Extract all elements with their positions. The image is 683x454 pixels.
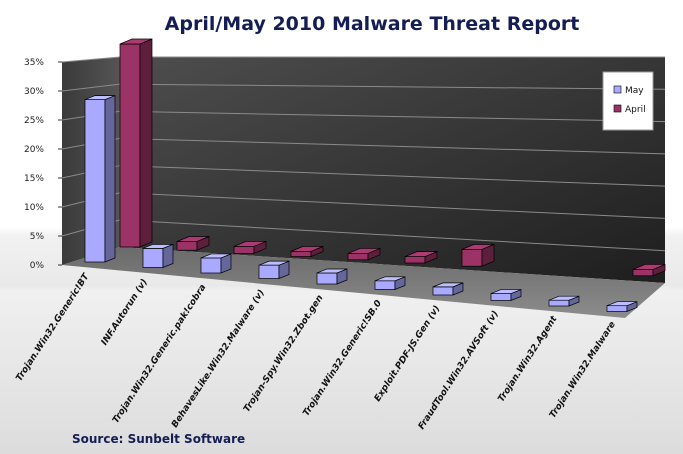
bar-may [432, 282, 464, 296]
bar-may [374, 276, 406, 291]
bar-top-face [142, 244, 174, 249]
y-tick-label: 0% [30, 261, 45, 271]
y-tick-label: 20% [24, 145, 44, 155]
bar-front-face [176, 241, 198, 251]
bar-top-face [290, 246, 324, 252]
bar-front-face [258, 264, 280, 279]
category-label: Exploit.PDF-JS.Gen (v) [373, 304, 443, 404]
bar-april [233, 240, 267, 254]
y-tick-label: 30% [24, 87, 44, 97]
y-tick-label: 10% [24, 203, 44, 213]
bar-top-face [347, 248, 381, 254]
bar-april [632, 263, 666, 277]
bar-front-face [548, 299, 570, 307]
y-tick-label: 5% [30, 232, 45, 242]
legend-label-april: April [625, 105, 646, 115]
bar-top-face [490, 289, 522, 294]
y-tick-label: 35% [24, 58, 44, 68]
bar-front-face [606, 305, 628, 312]
y-tick-label: 25% [24, 116, 44, 126]
bar-front-face [374, 280, 396, 290]
bar-april [176, 235, 210, 251]
bar-top-face [404, 251, 438, 257]
bar-front-face [404, 256, 426, 264]
bar-front-face [490, 293, 512, 301]
bar-top-face [84, 95, 116, 100]
bar-may [606, 301, 638, 313]
bar-may [142, 243, 174, 269]
chart-title: April/May 2010 Malware Threat Report [165, 13, 580, 35]
bar-april [119, 38, 153, 248]
bar-april [290, 245, 324, 258]
bar-may [490, 289, 522, 302]
bar-top-face [374, 276, 406, 282]
bar-may [200, 253, 232, 274]
bar-top-face [316, 268, 348, 274]
source-note: Source: Sunbelt Software [72, 432, 245, 446]
bar-top-face [461, 244, 495, 250]
bar-front-face [119, 43, 141, 248]
plot-back-wall [120, 57, 665, 283]
bar-top-face [176, 236, 210, 242]
category-label: INF.Autorun (v) [100, 277, 150, 347]
bar-top-face [233, 241, 267, 247]
category-label: Trojan.Win32.Agent [496, 314, 559, 404]
bar-april [347, 247, 381, 261]
bar-front-face [84, 99, 106, 263]
legend-swatch-april [613, 104, 622, 113]
bar-top-face [432, 282, 464, 288]
legend-label-may: May [625, 86, 644, 96]
bar-april [461, 243, 495, 267]
bar-april [404, 251, 438, 264]
bar-front-face [632, 269, 654, 277]
bar-may [258, 260, 290, 280]
bars [84, 38, 666, 313]
legend-swatch-may [613, 85, 622, 94]
bar-top-face [200, 253, 232, 259]
bar-top-face [606, 301, 638, 307]
bar-front-face [461, 249, 483, 267]
bar-front-face [290, 251, 312, 257]
bar-side-face [104, 95, 116, 263]
bar-top-face [258, 260, 290, 266]
bar-top-face [632, 264, 666, 270]
category-label: Trojan.Win32.Generic!BT [14, 271, 92, 383]
bar-may [316, 268, 348, 285]
y-tick-label: 15% [24, 174, 44, 184]
category-label: Trojan.Win32.Malware [548, 320, 618, 420]
bar-front-face [432, 286, 454, 296]
bar-side-face [139, 38, 153, 248]
bar-top-face [548, 295, 580, 301]
legend: May April [602, 71, 654, 131]
bar-front-face [347, 253, 369, 261]
bar-top-face [119, 38, 153, 45]
bar-may [84, 95, 116, 263]
bar-front-face [316, 272, 338, 285]
bar-front-face [142, 248, 164, 268]
bar-may [548, 295, 580, 307]
y-axis-ticks: 0% 5% 10% 15% 20% 25% 30% 35% [24, 58, 62, 271]
bar-front-face [200, 257, 222, 274]
bar-front-face [233, 246, 255, 254]
legend-box [602, 71, 654, 131]
